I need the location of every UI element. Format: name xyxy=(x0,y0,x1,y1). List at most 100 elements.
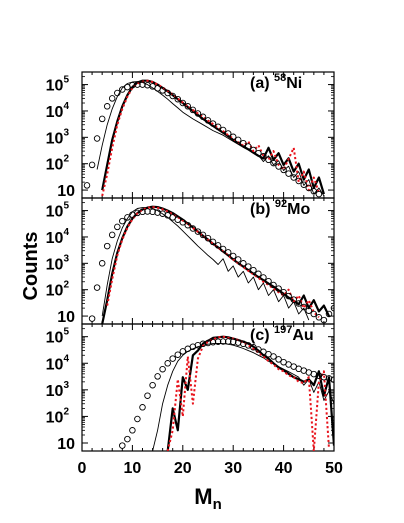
series-circle-point xyxy=(103,242,111,250)
series-circle-point xyxy=(265,156,272,164)
panel-label: (c) 197Au xyxy=(250,324,314,344)
x-tick-label: 50 xyxy=(325,460,343,477)
series-circle-point xyxy=(129,427,136,434)
y-tick-label-base: 10 xyxy=(46,409,64,426)
panel-letter: (c) xyxy=(250,327,274,344)
series-circle-point xyxy=(234,136,242,144)
series-group xyxy=(88,205,334,324)
y-tick-label-base: 10 xyxy=(46,204,64,221)
series-circle-point xyxy=(164,360,171,367)
y-tick-label-exponent: 2 xyxy=(63,280,69,291)
series-circle-point xyxy=(88,161,96,169)
series-circle-point xyxy=(260,153,267,160)
x-tick-label: 30 xyxy=(224,460,242,477)
y-tick-label: 104 xyxy=(46,101,70,121)
series-circle-point xyxy=(114,223,121,231)
series-red-dotted-line xyxy=(101,79,320,197)
series-circle-point xyxy=(103,103,111,110)
series-circle-point xyxy=(149,208,156,216)
y-tick-label: 10 xyxy=(57,309,75,326)
series-circle-point xyxy=(119,86,126,93)
y-tick-label: 10 xyxy=(57,183,75,200)
series-thin-line xyxy=(96,81,325,197)
series-circle-point xyxy=(229,252,237,260)
series-circle-point xyxy=(229,338,237,346)
series-circle-point xyxy=(184,103,192,110)
x-tick-label: 40 xyxy=(275,460,293,477)
series-circle-point xyxy=(305,307,313,314)
series-circle-point xyxy=(295,300,302,307)
y-tick-label-exponent: 5 xyxy=(63,75,69,86)
series-circle-point xyxy=(154,373,161,380)
series-circle-point xyxy=(315,190,323,198)
y-tick-label-base: 10 xyxy=(46,330,64,347)
series-circle-point xyxy=(290,174,297,181)
y-tick-label-base: 10 xyxy=(46,157,64,174)
series-circle-point xyxy=(139,81,146,88)
series-circle-point xyxy=(285,170,292,177)
nucleus-symbol: Mo xyxy=(287,201,310,218)
x-axis-label-main: M xyxy=(194,484,212,509)
series-circle-point xyxy=(129,81,136,89)
series-circle-point xyxy=(260,274,267,281)
series-circle-point xyxy=(114,89,121,97)
y-tick-label-exponent: 3 xyxy=(63,253,69,264)
y-tick-label-base: 10 xyxy=(46,256,64,273)
series-circle-point xyxy=(108,95,116,102)
series-circle-point xyxy=(214,338,222,345)
series-circle-point xyxy=(169,355,176,362)
series-circle-point xyxy=(189,225,197,232)
series-circle-point xyxy=(310,188,318,195)
series-circle-point xyxy=(199,113,207,121)
series-circle-point xyxy=(174,351,182,358)
series-circle-point xyxy=(209,120,217,127)
series-circle-point xyxy=(124,214,131,221)
y-tick-label: 103 xyxy=(46,380,70,400)
nucleus-symbol: Au xyxy=(292,327,313,344)
series-thick-line xyxy=(101,205,330,324)
series-circle-point xyxy=(330,304,334,312)
y-tick-label-exponent: 3 xyxy=(63,380,69,391)
panel-label: (a) 58Ni xyxy=(250,72,302,92)
series-circle-point xyxy=(310,310,318,318)
series-circle-point xyxy=(204,117,212,124)
y-tick-label: 103 xyxy=(46,127,70,147)
series-circle-point xyxy=(204,234,212,242)
y-tick-label: 103 xyxy=(46,253,70,273)
series-circle-point xyxy=(255,270,262,278)
series-circle-point xyxy=(169,92,176,100)
series-circle-point xyxy=(280,166,287,174)
series-circle-point xyxy=(159,87,166,94)
y-tick-label: 10 xyxy=(57,436,75,453)
y-tick-label: 102 xyxy=(46,280,70,300)
series-circle-point xyxy=(280,288,287,296)
series-circle-point xyxy=(134,415,141,423)
series-circle-point xyxy=(119,442,126,449)
series-thin-line xyxy=(152,342,334,451)
series-circle-point xyxy=(219,245,227,253)
series-circle-point xyxy=(149,381,156,389)
series-circle-point xyxy=(209,238,217,246)
series-circle-point xyxy=(184,221,192,229)
series-circle-point xyxy=(325,310,333,318)
series-circle-point xyxy=(255,149,262,157)
series-red-dotted-line xyxy=(106,206,320,319)
series-circle-point xyxy=(88,315,96,322)
y-tick-label-exponent: 4 xyxy=(63,227,69,238)
x-axis-label-subscript: n xyxy=(213,496,222,513)
series-circle-point xyxy=(245,143,252,150)
y-tick-label: 105 xyxy=(46,327,70,347)
series-circle-point xyxy=(108,231,116,239)
series-circle-point xyxy=(260,348,267,356)
series-circle-point xyxy=(320,316,328,324)
series-circle-point xyxy=(270,159,277,167)
series-thin-line xyxy=(101,207,310,321)
y-tick-label: 104 xyxy=(46,353,70,373)
y-tick-label-exponent: 4 xyxy=(63,353,69,364)
series-circle-point xyxy=(204,339,212,347)
series-circle-point xyxy=(199,231,207,239)
series-circle-point xyxy=(179,99,187,107)
series-circle-point xyxy=(275,163,282,170)
series-circle-point xyxy=(219,338,227,345)
